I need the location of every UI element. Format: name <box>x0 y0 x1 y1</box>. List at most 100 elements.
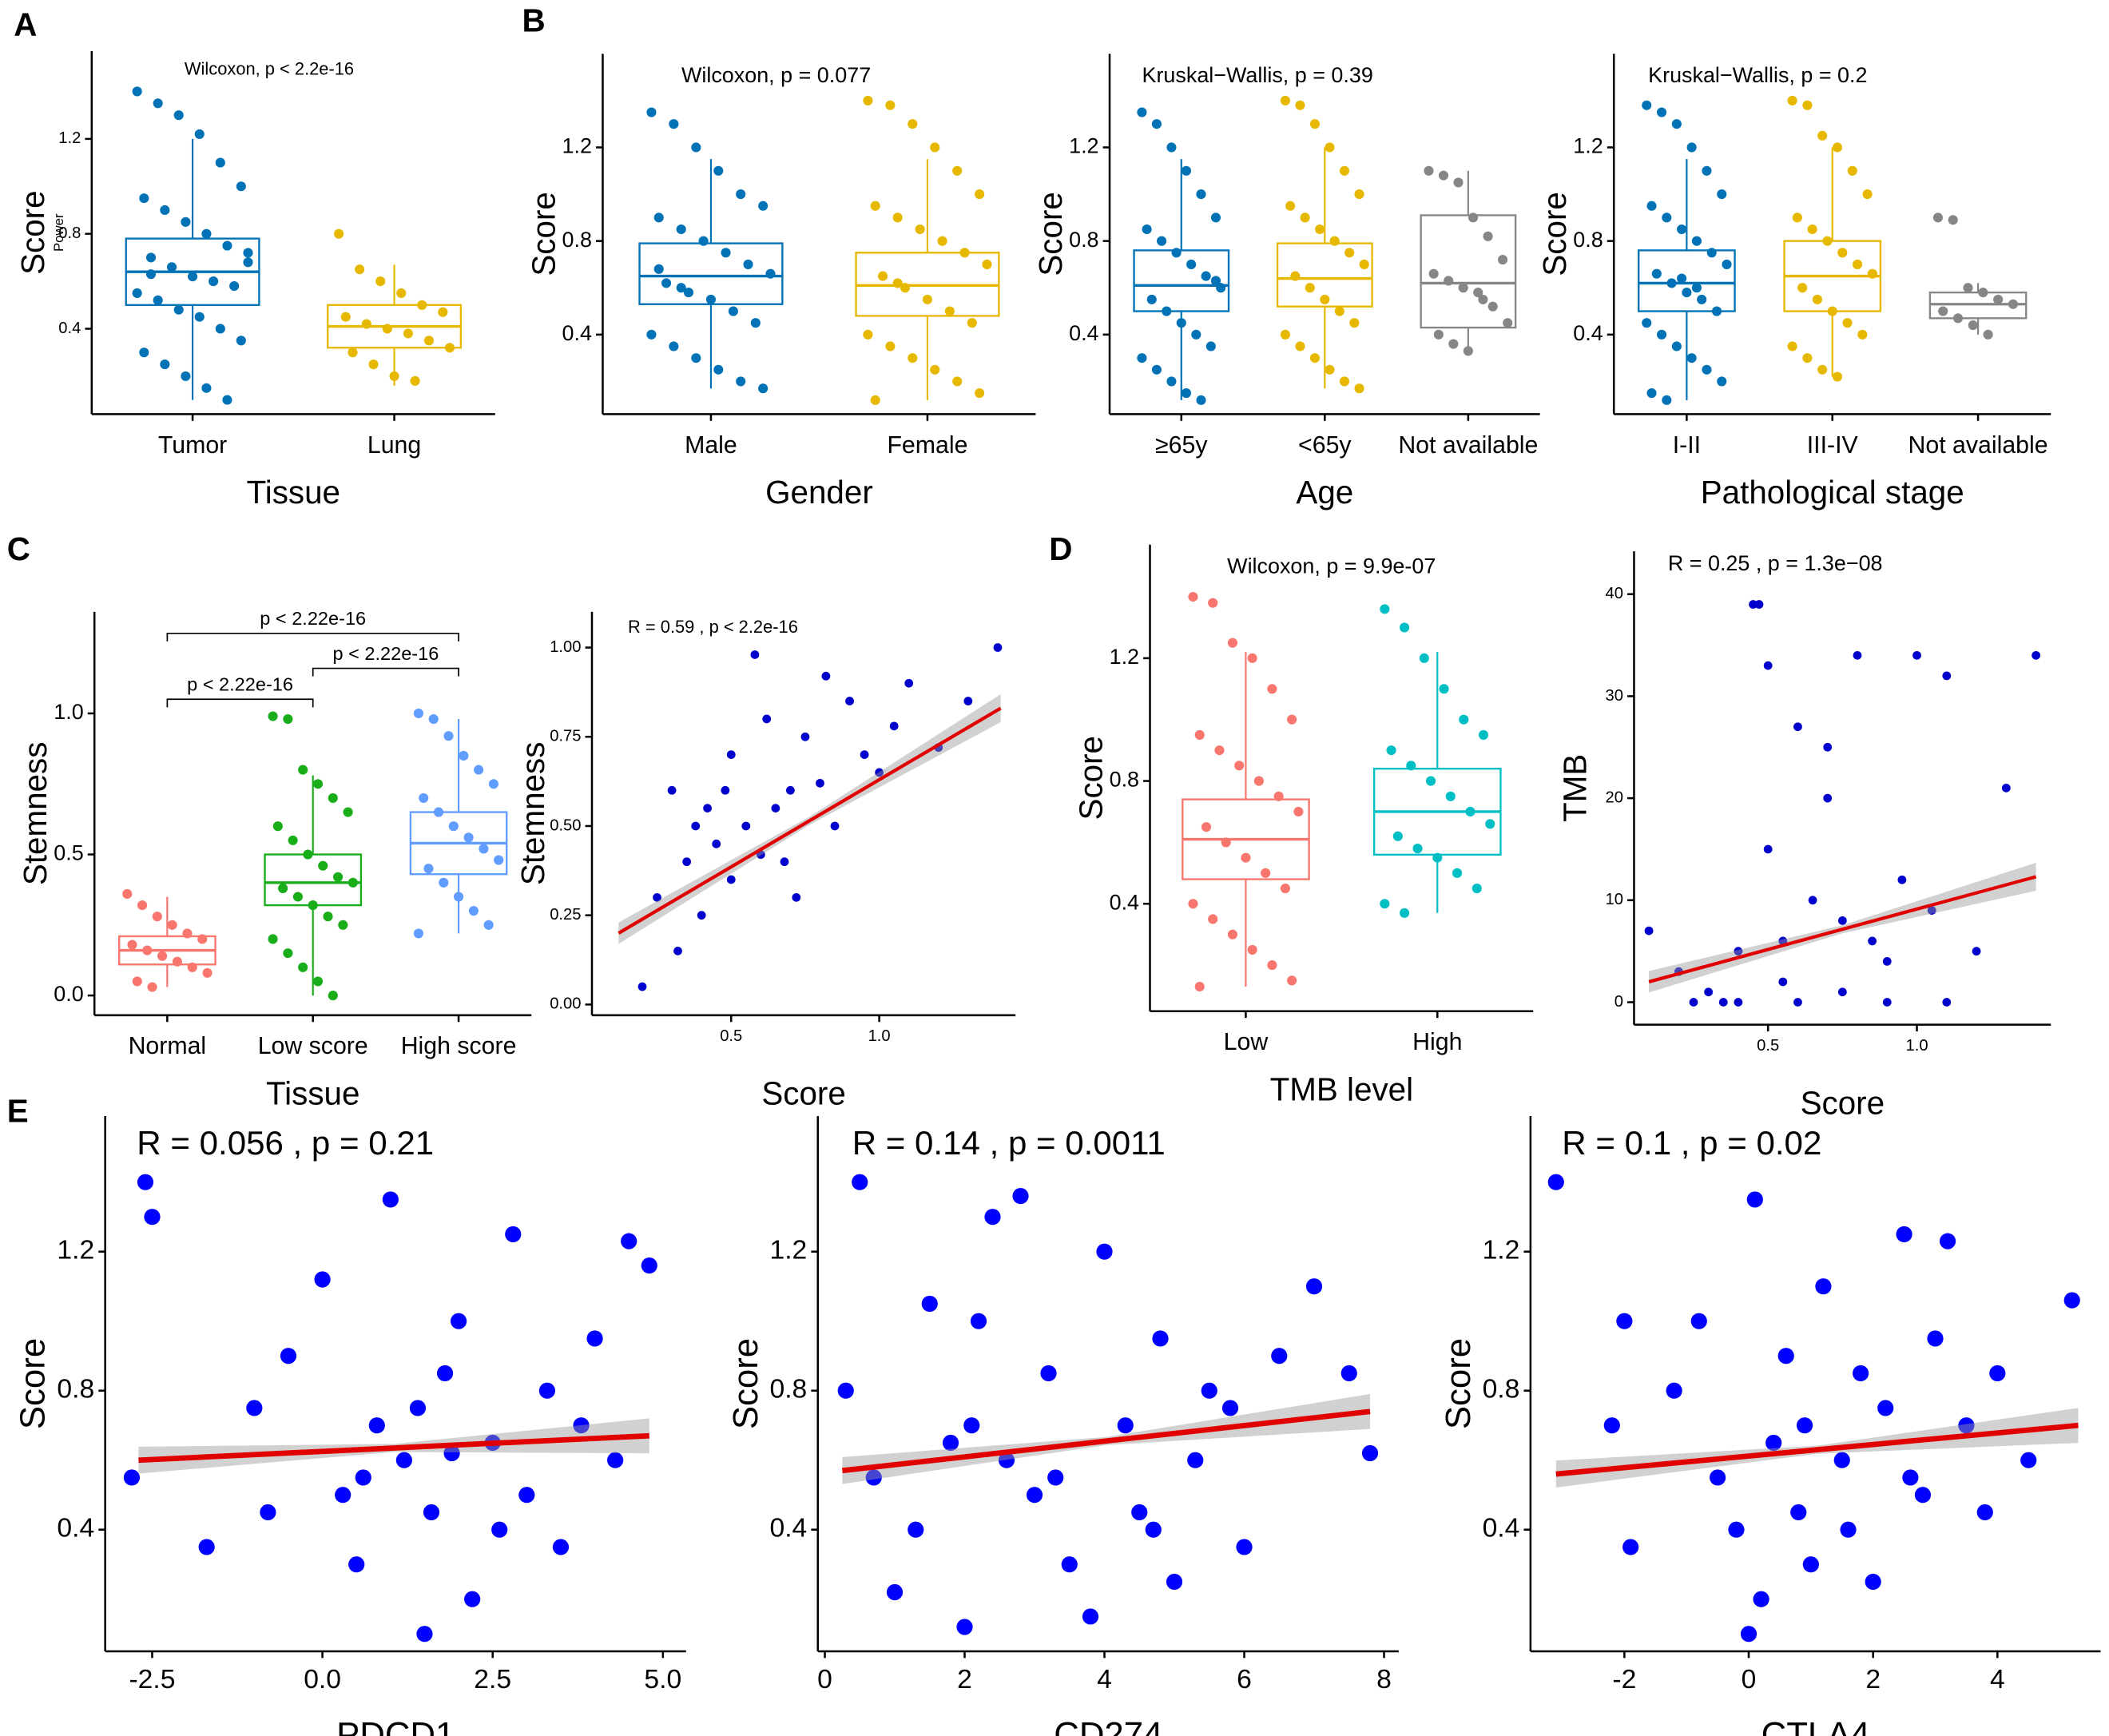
point <box>963 697 973 705</box>
point <box>667 785 677 795</box>
jitter-point <box>494 855 504 865</box>
jitter-point <box>885 341 896 352</box>
y-tick-label: 0.8 <box>562 228 592 252</box>
jitter-point <box>1807 224 1817 235</box>
jitter-point <box>1677 224 1687 235</box>
point <box>1942 671 1952 681</box>
jitter-point <box>222 240 232 251</box>
jitter-point <box>334 228 344 239</box>
jitter-point <box>1329 236 1340 246</box>
point <box>1152 1330 1169 1347</box>
jitter-point <box>355 264 365 275</box>
jitter-point <box>474 765 484 775</box>
jitter-point <box>483 920 494 930</box>
jitter-point <box>209 276 219 287</box>
point <box>1939 1233 1956 1249</box>
jitter-point <box>288 835 298 845</box>
jitter-point <box>1993 294 2004 304</box>
point <box>771 804 780 813</box>
y-axis-title: Score <box>1072 736 1109 820</box>
jitter-point <box>1400 908 1410 918</box>
point <box>1749 600 1758 609</box>
jitter-point <box>1459 714 1469 725</box>
jitter-point <box>728 306 738 316</box>
jitter-point <box>952 376 963 387</box>
jitter-point <box>1671 341 1682 352</box>
x-tick-label: Low <box>1224 1029 1269 1055</box>
point <box>1837 916 1847 925</box>
y-tick-label: 0.8 <box>57 1375 94 1404</box>
jitter-point <box>743 259 753 270</box>
x-tick-label: High <box>1412 1029 1462 1055</box>
jitter-point <box>1386 745 1396 756</box>
x-tick-label: Low score <box>258 1033 368 1059</box>
jitter-point <box>750 318 761 328</box>
jitter-point <box>1261 868 1271 878</box>
jitter-point <box>676 283 686 293</box>
panel-letter: A <box>14 6 37 42</box>
y-axis-subtitle: Power <box>51 213 66 252</box>
jitter-point <box>1717 189 1727 200</box>
jitter-point <box>202 967 212 978</box>
jitter-point <box>298 962 308 972</box>
jitter-point <box>1677 273 1687 284</box>
x-tick-label: 4 <box>1990 1665 2005 1694</box>
point <box>1047 1469 1064 1486</box>
jitter-point <box>338 920 348 930</box>
jitter-point <box>1166 142 1177 153</box>
jitter-point <box>1285 201 1296 211</box>
jitter-point <box>333 872 344 882</box>
jitter-point <box>173 304 184 315</box>
jitter-point <box>312 779 324 789</box>
point <box>443 1444 460 1462</box>
jitter-point <box>283 948 293 959</box>
x-tick-label: 2 <box>1865 1665 1881 1694</box>
point <box>1972 947 1981 956</box>
jitter-point <box>1932 213 1943 223</box>
point <box>1361 1444 1379 1462</box>
y-tick-label: 0.4 <box>57 1514 94 1543</box>
jitter-point <box>892 213 903 223</box>
jitter-point <box>669 119 679 129</box>
jitter-point <box>713 364 724 375</box>
x-tick-label: Female <box>887 432 967 459</box>
jitter-point <box>132 976 142 987</box>
point <box>956 1619 973 1635</box>
annotation: Wilcoxon, p = 0.077 <box>681 63 871 87</box>
jitter-point <box>1151 119 1162 129</box>
jitter-point <box>153 295 163 305</box>
jitter-point <box>1241 852 1251 863</box>
point <box>703 804 712 813</box>
y-tick-label: 30 <box>1606 687 1623 705</box>
jitter-point <box>160 359 170 370</box>
jitter-point <box>1287 714 1297 725</box>
jitter-point <box>1963 283 1973 293</box>
point <box>1778 977 1788 987</box>
point <box>682 857 692 867</box>
y-tick-label: 0.00 <box>550 995 581 1013</box>
jitter-point <box>1137 107 1147 117</box>
point <box>786 785 795 795</box>
x-tick-label: Male <box>685 432 737 459</box>
point <box>1763 661 1773 670</box>
point <box>355 1469 371 1486</box>
point <box>1902 1469 1919 1486</box>
jitter-point <box>137 900 148 911</box>
jitter-point <box>236 336 246 346</box>
point <box>538 1382 556 1399</box>
point <box>1882 998 1892 1007</box>
y-axis-title: Score <box>726 1338 765 1429</box>
point <box>2020 1452 2037 1468</box>
jitter-point <box>423 864 434 874</box>
point <box>1753 1591 1769 1607</box>
x-tick-label: 6 <box>1237 1665 1252 1694</box>
x-tick-label: 0.5 <box>720 1027 742 1045</box>
point <box>1096 1243 1113 1260</box>
annotation: R = 0.1 , p = 0.02 <box>1562 1124 1821 1162</box>
y-tick-label: 0.8 <box>1110 768 1139 792</box>
jitter-point <box>982 259 992 270</box>
jitter-point <box>1325 364 1335 375</box>
x-tick-label: Lung <box>367 432 421 459</box>
x-tick-label: <65y <box>1298 432 1352 459</box>
jitter-point <box>419 793 429 803</box>
